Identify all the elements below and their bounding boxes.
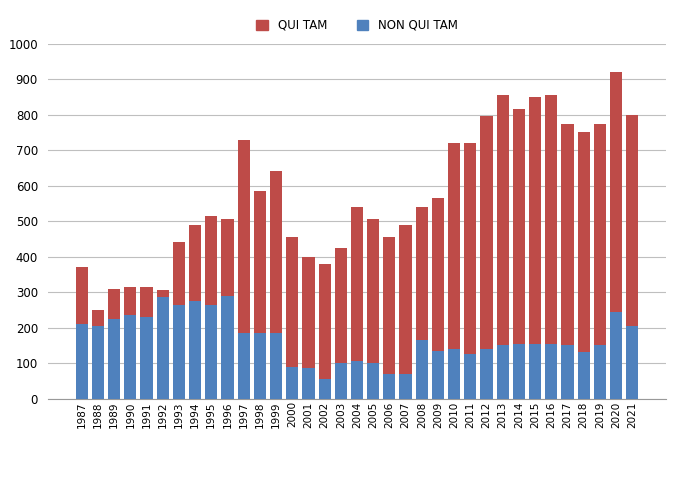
Legend: QUI TAM, NON QUI TAM: QUI TAM, NON QUI TAM bbox=[252, 14, 462, 36]
Bar bbox=[545, 344, 558, 399]
Bar bbox=[92, 310, 104, 326]
Bar bbox=[448, 349, 460, 399]
Bar bbox=[496, 95, 509, 345]
Bar bbox=[496, 345, 509, 399]
Bar bbox=[237, 139, 250, 333]
Bar bbox=[124, 287, 137, 315]
Bar bbox=[626, 115, 639, 326]
Bar bbox=[254, 191, 266, 333]
Bar bbox=[124, 315, 137, 399]
Bar bbox=[335, 363, 347, 399]
Bar bbox=[303, 368, 315, 399]
Bar bbox=[513, 109, 525, 344]
Bar bbox=[481, 117, 492, 349]
Bar bbox=[464, 354, 477, 399]
Bar bbox=[562, 345, 573, 399]
Bar bbox=[254, 333, 266, 399]
Bar bbox=[286, 366, 299, 399]
Bar bbox=[577, 352, 590, 399]
Bar bbox=[577, 132, 590, 352]
Bar bbox=[351, 361, 363, 399]
Bar bbox=[108, 289, 120, 319]
Bar bbox=[594, 123, 606, 345]
Bar bbox=[367, 363, 379, 399]
Bar bbox=[464, 143, 477, 354]
Bar bbox=[610, 72, 622, 312]
Bar bbox=[156, 297, 169, 399]
Bar bbox=[173, 305, 185, 399]
Bar bbox=[270, 172, 282, 333]
Bar bbox=[513, 344, 525, 399]
Bar bbox=[384, 237, 396, 374]
Bar bbox=[351, 207, 363, 361]
Bar bbox=[384, 374, 396, 399]
Bar bbox=[529, 97, 541, 344]
Bar bbox=[75, 324, 88, 399]
Bar bbox=[303, 257, 315, 368]
Bar bbox=[156, 290, 169, 297]
Bar bbox=[189, 225, 201, 301]
Bar bbox=[448, 143, 460, 349]
Bar bbox=[594, 345, 606, 399]
Bar bbox=[415, 207, 428, 340]
Bar bbox=[529, 344, 541, 399]
Bar bbox=[270, 333, 282, 399]
Bar bbox=[222, 219, 233, 295]
Bar bbox=[173, 243, 185, 305]
Bar bbox=[189, 301, 201, 399]
Bar bbox=[286, 237, 299, 366]
Bar bbox=[367, 219, 379, 363]
Bar bbox=[237, 333, 250, 399]
Bar bbox=[222, 295, 233, 399]
Bar bbox=[141, 287, 152, 317]
Bar bbox=[432, 198, 444, 350]
Bar bbox=[432, 350, 444, 399]
Bar bbox=[205, 305, 218, 399]
Bar bbox=[399, 225, 411, 374]
Bar bbox=[481, 349, 492, 399]
Bar bbox=[141, 317, 152, 399]
Bar bbox=[318, 379, 330, 399]
Bar bbox=[545, 95, 558, 344]
Bar bbox=[610, 312, 622, 399]
Bar bbox=[562, 123, 573, 345]
Bar bbox=[75, 267, 88, 324]
Bar bbox=[108, 319, 120, 399]
Bar bbox=[415, 340, 428, 399]
Bar bbox=[399, 374, 411, 399]
Bar bbox=[626, 326, 639, 399]
Bar bbox=[335, 248, 347, 363]
Bar bbox=[205, 216, 218, 305]
Bar bbox=[318, 264, 330, 379]
Bar bbox=[92, 326, 104, 399]
